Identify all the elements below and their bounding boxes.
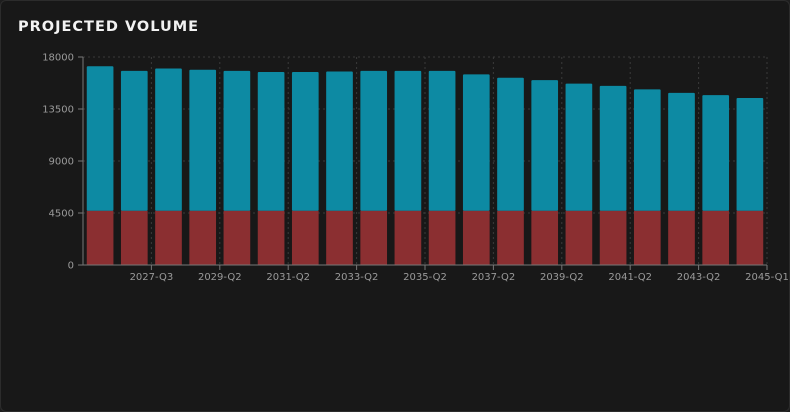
bar-segment-bottom (257, 210, 285, 265)
bar-segment-bottom (189, 210, 217, 265)
bar-segment-bottom (360, 210, 388, 265)
bar-segment-bottom (291, 210, 319, 265)
bar-segment-top (736, 98, 764, 211)
bar-segment-top (189, 69, 217, 211)
bar-segment-top (599, 85, 627, 211)
bar-segment-top (257, 72, 285, 211)
bar-segment-top (360, 70, 388, 211)
bar-segment-bottom (565, 210, 593, 265)
x-tick-label: 2029-Q2 (198, 272, 242, 283)
chart-title: PROJECTED VOLUME (18, 19, 200, 35)
bar-segment-top (668, 92, 695, 211)
y-tick-label: 4500 (49, 209, 74, 220)
bar-segment-bottom (531, 210, 559, 265)
bar-segment-bottom (668, 210, 695, 265)
bar-segment-top (155, 68, 182, 211)
bar-segment-top (394, 70, 422, 211)
y-tick-label: 13500 (42, 105, 74, 116)
bar-segment-top (120, 70, 148, 211)
x-tick-label: 2027-Q3 (130, 272, 174, 283)
bar-segment-bottom (120, 210, 148, 265)
bar-segment-top (326, 71, 353, 211)
x-tick-label: 2031-Q2 (266, 272, 310, 283)
bar-segment-bottom (462, 210, 490, 265)
bar-segment-top (223, 70, 251, 211)
y-tick-label: 0 (68, 261, 74, 272)
bar-segment-bottom (736, 210, 764, 265)
bar-segment-top (497, 77, 524, 211)
bar-segment-bottom (155, 210, 182, 265)
bar-segment-bottom (223, 210, 251, 265)
x-tick-label: 2039-Q2 (540, 272, 584, 283)
y-tick-label: 18000 (42, 53, 74, 64)
bar-segment-top (291, 72, 319, 211)
bar-segment-top (462, 74, 490, 211)
x-tick-label: 2037-Q2 (472, 272, 516, 283)
bar-segment-top (702, 95, 730, 211)
bar-segment-top (428, 70, 456, 211)
x-tick-label: 2041-Q2 (608, 272, 652, 283)
x-tick-label: 2045-Q1 (745, 272, 789, 283)
x-tick-label: 2043-Q2 (677, 272, 721, 283)
bar-segment-bottom (86, 210, 114, 265)
bar-segment-bottom (428, 210, 456, 265)
bar-segment-top (633, 89, 661, 211)
bar-segment-bottom (599, 210, 627, 265)
bar-segment-bottom (702, 210, 730, 265)
bar-segment-bottom (326, 210, 353, 265)
y-tick-label: 9000 (49, 157, 74, 168)
bar-segment-bottom (633, 210, 661, 265)
bar-segment-top (86, 66, 114, 211)
bar-segment-top (531, 80, 559, 211)
bar-segment-bottom (394, 210, 422, 265)
x-tick-label: 2033-Q2 (335, 272, 379, 283)
bar-segment-bottom (497, 210, 524, 265)
bar-segment-top (565, 83, 593, 211)
x-tick-label: 2035-Q2 (403, 272, 447, 283)
